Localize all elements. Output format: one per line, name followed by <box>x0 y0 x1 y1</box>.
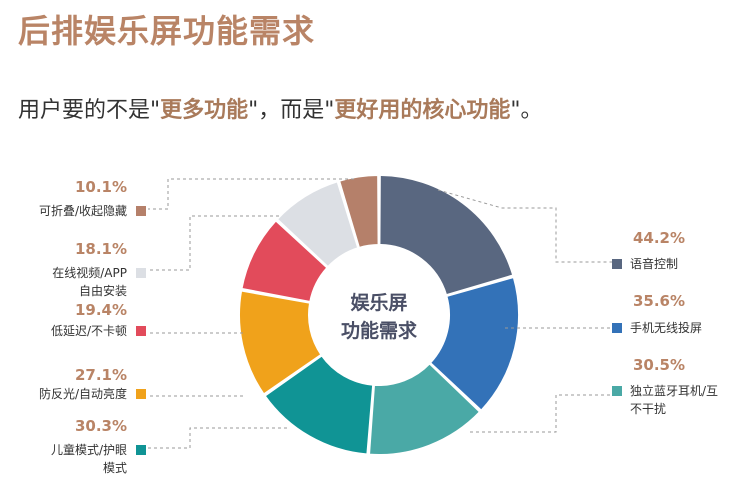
legend-swatch <box>136 389 146 399</box>
category-label: 防反光/自动亮度 <box>39 386 127 401</box>
category-label: 自由安装 <box>79 283 127 298</box>
donut-slice <box>378 173 515 297</box>
legend-swatch <box>136 445 146 455</box>
category-label: 可折叠/收起隐藏 <box>39 203 127 218</box>
category-label: 低延迟/不卡顿 <box>51 324 127 338</box>
subtitle-text-3: "。 <box>510 98 543 123</box>
category-label: 在线视频/APP <box>52 265 127 280</box>
leader-line <box>148 178 354 210</box>
leader-line <box>437 189 612 263</box>
donut-slice <box>238 289 323 396</box>
donut-slice <box>367 362 482 456</box>
data-label-percent: 19.4% <box>75 301 127 319</box>
donut-center <box>310 246 448 384</box>
data-label-percent: 35.6% <box>633 292 685 310</box>
subtitle-highlight-1: 更多功能 <box>160 98 249 123</box>
data-label-percent: 10.1% <box>75 178 127 196</box>
data-label-percent: 18.1% <box>75 240 127 258</box>
donut-slice <box>428 275 520 413</box>
legend-swatch <box>612 323 622 333</box>
legend-swatch <box>612 259 622 269</box>
category-label: 语音控制 <box>630 256 678 271</box>
category-label: 模式 <box>103 461 127 475</box>
legend-swatch <box>136 268 146 278</box>
data-label-percent: 27.1% <box>75 366 127 384</box>
category-label: 不干扰 <box>630 402 666 416</box>
center-label-line: 娱乐屏 <box>350 291 407 314</box>
category-label: 独立蓝牙耳机/互 <box>630 383 718 398</box>
subtitle-text-1: 用户要的不是" <box>18 98 161 123</box>
legend-swatch <box>136 326 146 336</box>
leader-line <box>148 427 287 449</box>
page-title: 后排娱乐屏功能需求 <box>18 12 316 50</box>
category-label: 手机无线投屏 <box>630 320 702 335</box>
category-label: 儿童模式/护眼 <box>51 442 127 457</box>
data-label-percent: 30.3% <box>75 417 127 435</box>
leader-line <box>470 394 612 433</box>
donut-slice <box>240 218 329 304</box>
subtitle: 用户要的不是"更多功能"，而是"更好用的核心功能"。 <box>18 92 543 124</box>
legend-swatch <box>136 206 146 216</box>
subtitle-text-2: "，而是" <box>248 98 335 123</box>
legend-swatch <box>612 386 622 396</box>
donut-slice <box>337 173 380 250</box>
data-label-percent: 30.5% <box>633 356 685 374</box>
subtitle-highlight-2: 更好用的核心功能 <box>334 98 511 123</box>
donut-slice <box>263 354 375 456</box>
donut-slice <box>275 180 360 269</box>
center-label-line: 功能需求 <box>341 319 418 342</box>
data-label-percent: 44.2% <box>633 229 685 247</box>
leader-line <box>148 215 279 271</box>
